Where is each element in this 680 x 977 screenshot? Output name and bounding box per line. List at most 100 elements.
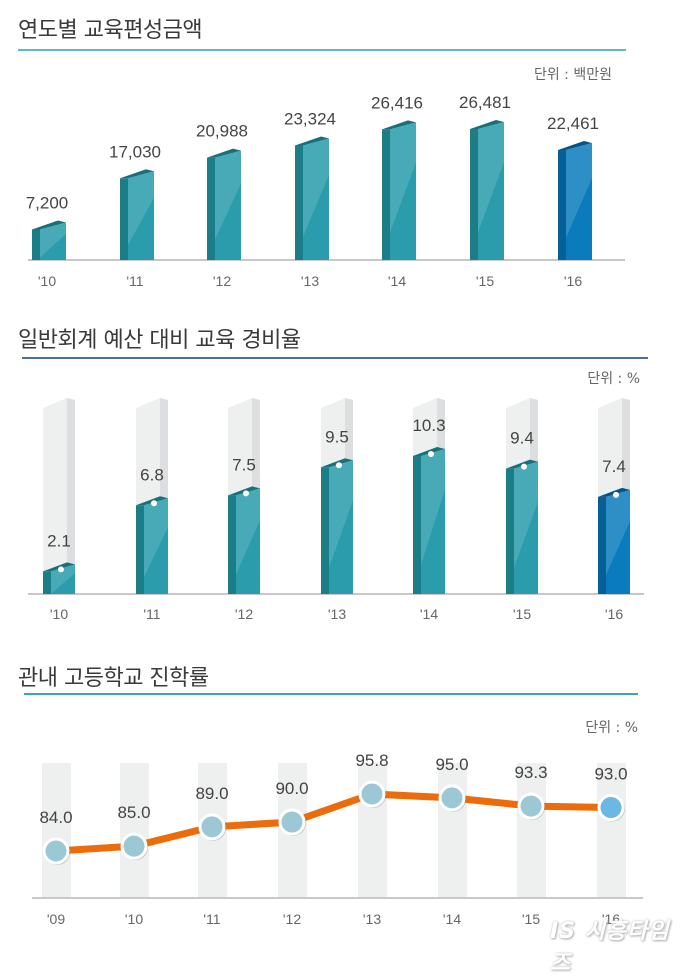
bar-sheen [144,498,168,578]
chart1-x-tick: '15 [476,273,494,289]
bar-top [228,486,260,496]
chart1-x-tick: '10 [38,273,56,289]
bar-sheen [40,222,66,258]
bar-top [470,120,504,129]
bar-top [43,562,75,572]
chart2-x-tick: '11 [143,606,160,622]
chart2-bar [136,496,168,594]
chart3-column-band [597,763,626,898]
bar-sheen [606,489,630,575]
bar-sheen [478,122,504,233]
chart1-unit-label: 단위 : 백만원 [533,67,612,83]
chart2-bar [321,458,353,594]
chart2-x-tick: '13 [328,606,346,622]
chart1-value-label: 26,481 [459,93,511,112]
chart3-x-tick: '16 [602,911,620,927]
chart1-bar [32,220,66,260]
bar-side [120,178,128,260]
bar-front [514,461,538,594]
chart1-value-label: 22,461 [547,114,599,133]
bar-top [598,487,630,497]
chart2-bar-chart: 2.1 '10 6.8 '11 7.5 '12 9.5 '13 10.3 '14 9.4 '15 7.4… [28,398,644,622]
chart2-value-label: 6.8 [140,465,164,484]
chart2-bar-dot [521,463,527,470]
chart3-column-band [438,763,467,898]
chart1-title: 연도별 교육편성금액 [18,18,203,43]
chart2-value-label: 7.5 [232,455,256,474]
bar-front [566,142,592,260]
bar-side [506,468,514,594]
chart3-value-label: 90.0 [275,779,308,798]
chart2-x-tick: '10 [50,606,68,622]
chart3-marker [438,784,466,812]
chart1-bar [207,148,241,260]
chart1-value-label: 23,324 [284,109,336,128]
chart1-bar-chart: 7,200 '10 17,030 '11 20,988 '12 23,324 '13 26,41… [26,93,625,289]
chart2-bar [43,562,75,594]
chart2-x-tick: '16 [605,606,623,622]
bar-sheen [51,564,75,594]
bar-front [51,564,75,594]
chart3-value-label: 84.0 [39,808,72,827]
chart3-x-tick: '11 [203,911,220,927]
bar-front [144,498,168,594]
chart3-value-label: 93.0 [594,765,627,784]
chart2-bar-dot [243,490,249,497]
bar-top [136,496,168,506]
chart2-bar [413,447,445,594]
chart3-marker [278,808,306,836]
bar-front [390,122,416,260]
chart1-bar [558,140,592,260]
chart2-value-label: 2.1 [47,531,71,550]
chart2-ghost-bar [43,398,75,594]
chart1-bar [295,136,329,260]
bar-side [321,467,329,594]
chart3-marker [42,837,70,865]
chart3-value-label: 93.3 [514,763,547,782]
chart3-value-label: 95.0 [435,755,468,774]
chart2-bar [598,487,630,594]
bar-front [421,449,445,594]
chart2-bar-dot [58,566,64,573]
bar-top [321,458,353,468]
chart2-x-tick: '12 [235,606,253,622]
chart3-marker [517,792,545,820]
chart2-bar [228,486,260,594]
bar-front [215,150,241,260]
chart1-x-tick: '14 [388,273,406,289]
chart3-value-label: 95.8 [355,751,388,770]
chart2-bar-dot [428,451,434,457]
chart1-x-tick: '11 [126,273,143,289]
bar-side [470,129,478,260]
chart1-x-tick: '13 [301,273,319,289]
bar-front [128,171,154,260]
bar-front [329,460,353,594]
chart2-x-tick: '14 [420,606,438,622]
chart3-line-chart: 84.0 '09 85.0 '10 89.0 '11 90.0 '12 95.8 '13 95.0 '… [32,751,643,927]
chart2-value-label: 9.5 [325,427,349,446]
chart3-column-band [120,763,149,898]
chart3-x-tick: '12 [283,911,301,927]
chart3-x-tick: '13 [363,911,381,927]
bar-front [236,488,260,594]
chart1-value-label: 17,030 [109,142,161,161]
chart2-bar-dot [613,491,619,498]
chart2-title-rule [22,357,648,359]
chart2-bar [506,459,538,594]
bar-sheen [421,449,445,565]
chart2-value-label: 10.3 [412,416,445,435]
chart3-title: 관내 고등학교 진학률 [18,666,209,691]
chart3-marker [358,780,386,808]
chart3-column-band [42,763,71,898]
bar-side [413,456,421,594]
bar-front [40,222,66,260]
chart1-bar [382,120,416,260]
chart1-x-tick: '16 [564,273,582,289]
watermark-logo: IS 시흥타임즈 [550,919,670,976]
bar-side [207,157,215,260]
bar-side [228,495,236,594]
bar-sheen [566,142,592,238]
bar-top [413,447,445,456]
chart3-x-tick: '10 [125,911,143,927]
bar-side [558,149,566,260]
